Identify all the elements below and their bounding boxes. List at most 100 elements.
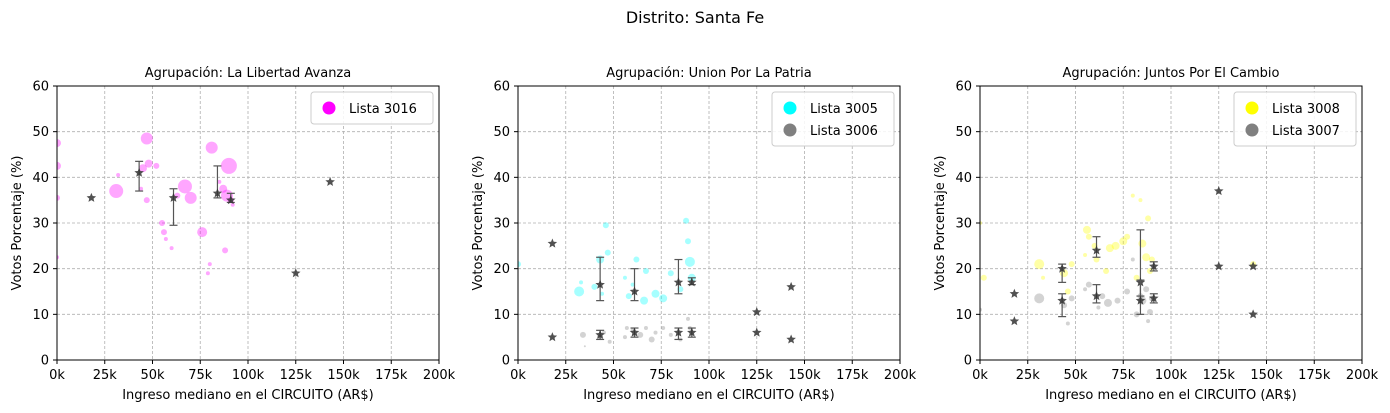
figure-title: Distrito: Santa Fe	[625, 8, 765, 27]
median-marker	[1009, 316, 1020, 326]
y-tick-label: 60	[493, 80, 510, 95]
median-marker	[1057, 263, 1067, 273]
data-point	[668, 332, 673, 337]
x-tick-label: 0k	[510, 368, 526, 383]
x-tick-label: 200k	[1346, 368, 1379, 383]
median-marker	[226, 195, 236, 205]
legend-swatch	[783, 123, 797, 137]
data-point	[1085, 281, 1092, 288]
data-point	[1145, 215, 1152, 222]
median-marker	[595, 279, 605, 289]
data-point	[1146, 319, 1151, 324]
data-point	[1064, 288, 1071, 295]
x-tick-label: 125k	[280, 368, 313, 383]
data-point	[640, 296, 649, 305]
median-marker	[751, 327, 762, 337]
median-marker	[786, 334, 796, 344]
legend-box	[310, 91, 434, 125]
x-tick-label: 100k	[1155, 368, 1188, 383]
data-point	[1068, 295, 1075, 302]
median-marker	[1213, 261, 1224, 271]
median-marker	[547, 332, 558, 342]
data-point	[143, 197, 150, 204]
panel-title: Agrupación: Union Por La Patria	[606, 66, 812, 81]
x-tick-label: 200k	[423, 368, 456, 383]
data-point	[600, 291, 605, 296]
y-tick-label: 40	[493, 171, 510, 186]
data-point	[163, 236, 168, 241]
data-point	[1114, 297, 1121, 304]
x-tick-label: 75k	[1111, 368, 1136, 383]
data-point	[197, 227, 208, 238]
x-tick-label: 50k	[601, 368, 626, 383]
legend-label: Lista 3005	[810, 102, 878, 117]
data-point	[622, 275, 627, 280]
data-point	[604, 249, 611, 256]
data-point	[1065, 321, 1070, 326]
data-point	[1130, 193, 1135, 198]
x-tick-label: 25k	[554, 368, 579, 383]
y-tick-label: 40	[955, 171, 972, 186]
data-point	[1085, 233, 1092, 240]
y-axis-label: Votos Porcentaje (%)	[10, 156, 25, 291]
data-point	[169, 246, 174, 251]
data-point	[518, 261, 521, 268]
y-tick-label: 20	[955, 262, 972, 277]
y-tick-label: 30	[955, 217, 972, 232]
chart-panel-union-por-la-patria: 0k 25k 50k 75k 100k 125k 150k 175k 200k 0 10 20 30 40…	[471, 66, 917, 403]
x-tick-label: 0k	[49, 368, 65, 383]
data-point	[637, 331, 644, 338]
median-marker	[1149, 261, 1159, 271]
data-point	[57, 139, 61, 148]
x-tick-label: 150k	[327, 368, 360, 383]
data-point	[207, 262, 212, 267]
x-axis-label: Ingreso mediano en el CIRCUITO (AR$)	[122, 388, 374, 403]
data-point	[159, 220, 166, 226]
data-point	[643, 326, 648, 331]
median-marker	[290, 268, 301, 278]
data-point	[684, 256, 695, 267]
y-tick-label: 10	[955, 308, 972, 323]
median-marker	[1213, 186, 1224, 196]
data-point	[1124, 288, 1131, 295]
data-point	[1083, 252, 1088, 257]
legend-label: Lista 3006	[810, 124, 878, 139]
data-point	[579, 280, 584, 285]
y-tick-label: 40	[32, 171, 49, 186]
y-tick-label: 50	[32, 125, 49, 140]
scatter-points	[518, 217, 696, 348]
panel-title: Agrupación: La Libertad Avanza	[145, 66, 351, 81]
y-tick-label: 50	[493, 125, 510, 140]
data-point	[153, 162, 160, 169]
data-point	[1142, 253, 1151, 262]
y-axis-label: Votos Porcentaje (%)	[471, 156, 486, 291]
data-point	[1133, 274, 1140, 281]
y-tick-label: 0	[964, 354, 972, 369]
x-tick-label: 175k	[836, 368, 869, 383]
median-marker	[751, 307, 762, 317]
data-point	[1103, 298, 1112, 307]
data-point	[144, 159, 153, 168]
data-point	[138, 164, 147, 173]
y-tick-label: 0	[41, 354, 49, 369]
data-point	[1143, 286, 1150, 293]
data-point	[1138, 198, 1143, 203]
median-marker	[687, 327, 697, 337]
data-point	[139, 186, 144, 191]
y-tick-label: 60	[955, 80, 972, 95]
median-marker	[1009, 288, 1020, 298]
data-point	[140, 132, 153, 145]
data-point	[1082, 225, 1091, 234]
data-point	[57, 161, 61, 170]
data-point	[217, 179, 222, 184]
data-point	[661, 326, 666, 331]
data-point	[625, 293, 632, 300]
legend-box	[1233, 91, 1357, 147]
data-point	[642, 267, 649, 274]
y-tick-label: 50	[955, 125, 972, 140]
median-marker	[673, 277, 684, 287]
median-marker	[134, 167, 144, 177]
median-marker	[1135, 295, 1146, 305]
x-tick-label: 125k	[741, 368, 774, 383]
median-marker	[595, 329, 605, 339]
